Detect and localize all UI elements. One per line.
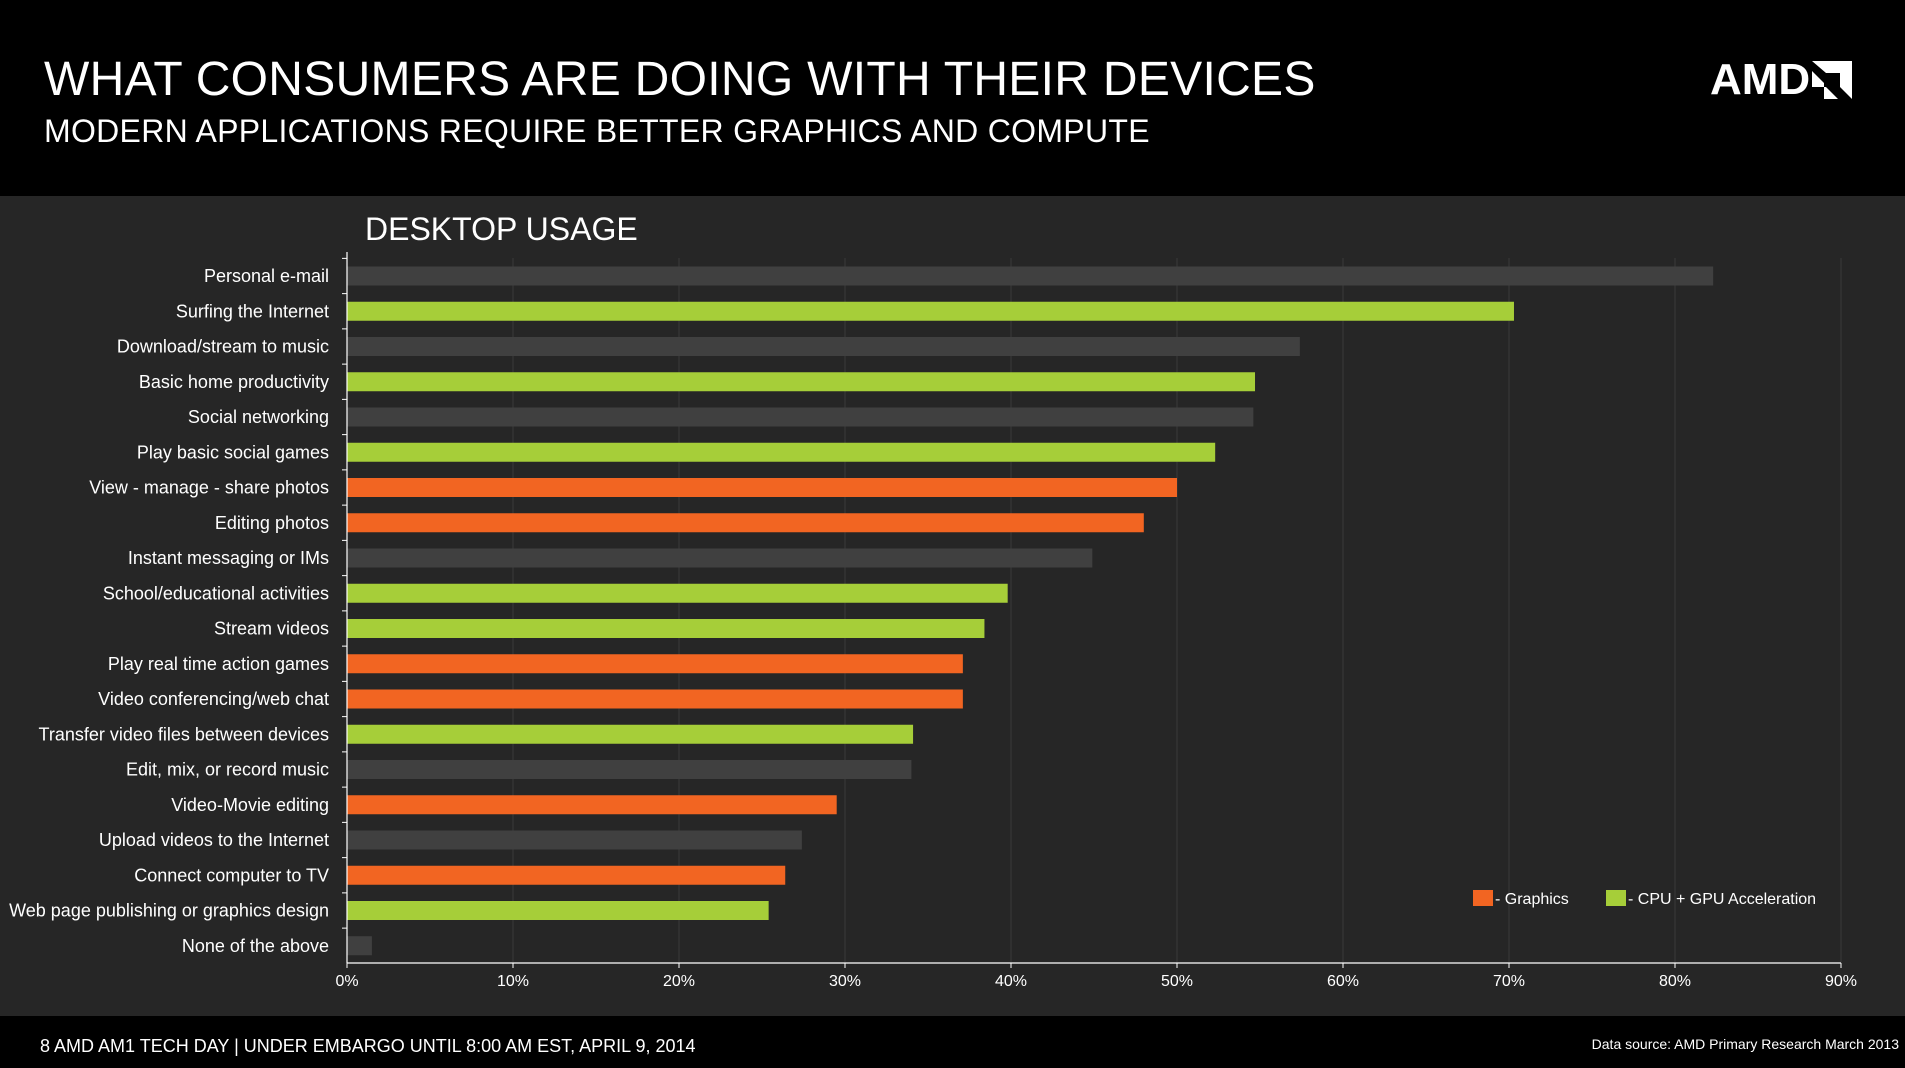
bar-cpu_gpu xyxy=(347,619,985,638)
category-label: Download/stream to music xyxy=(117,337,329,357)
slide-subtitle: MODERN APPLICATIONS REQUIRE BETTER GRAPH… xyxy=(44,113,1150,149)
bar-other xyxy=(347,266,1714,286)
bar-other xyxy=(347,760,912,779)
x-tick-label: 20% xyxy=(663,973,695,990)
bar-cpu_gpu xyxy=(347,442,1216,462)
category-label: Connect computer to TV xyxy=(134,865,329,885)
x-tick-label: 70% xyxy=(1493,973,1525,990)
bar-graphics xyxy=(347,865,786,885)
category-label: Surfing the Internet xyxy=(176,301,329,321)
category-label: None of the above xyxy=(182,936,329,956)
legend-label-graphics: - Graphics xyxy=(1495,891,1569,908)
category-label: Basic home productivity xyxy=(139,372,329,392)
bar-graphics xyxy=(347,689,963,709)
bar-cpu_gpu xyxy=(347,301,1514,321)
slide-header xyxy=(0,0,1905,196)
legend-swatch-graphics xyxy=(1473,890,1493,906)
category-label: Personal e-mail xyxy=(204,266,329,286)
category-label: Stream videos xyxy=(214,619,329,639)
category-label: Transfer video files between devices xyxy=(39,724,329,744)
category-label: Web page publishing or graphics design xyxy=(9,901,329,921)
amd-logo: AMD xyxy=(1710,55,1853,104)
bar-cpu_gpu xyxy=(347,901,769,920)
category-label: Video-Movie editing xyxy=(171,795,329,815)
category-label: Editing photos xyxy=(215,513,329,533)
x-tick-label: 0% xyxy=(335,973,358,990)
footer-source-text: Data source: AMD Primary Research March … xyxy=(1591,1036,1899,1052)
bar-other xyxy=(347,337,1300,356)
bar-cpu_gpu xyxy=(347,724,914,744)
bar-other xyxy=(347,830,802,850)
footer-event-text: 8 AMD AM1 TECH DAY | UNDER EMBARGO UNTIL… xyxy=(40,1036,696,1056)
x-tick-label: 60% xyxy=(1327,973,1359,990)
bar-other xyxy=(347,548,1093,568)
x-tick-label: 50% xyxy=(1161,973,1193,990)
chart-title: DESKTOP USAGE xyxy=(365,211,638,247)
x-tick-label: 80% xyxy=(1659,973,1691,990)
chart-panel xyxy=(0,196,1905,1016)
x-tick-label: 40% xyxy=(995,973,1027,990)
category-label: Upload videos to the Internet xyxy=(99,830,329,850)
bar-cpu_gpu xyxy=(347,372,1256,392)
x-tick-label: 10% xyxy=(497,973,529,990)
logo-text: AMD xyxy=(1710,55,1811,104)
bar-graphics xyxy=(347,654,963,674)
category-label: Video conferencing/web chat xyxy=(98,689,329,709)
x-tick-label: 90% xyxy=(1825,973,1857,990)
bar-cpu_gpu xyxy=(347,583,1008,603)
category-label: School/educational activities xyxy=(103,583,329,603)
bar-other xyxy=(347,936,372,956)
category-label: Play real time action games xyxy=(108,654,329,674)
category-label: Social networking xyxy=(188,407,329,427)
bar-graphics xyxy=(347,478,1177,497)
bar-other xyxy=(347,407,1254,427)
legend-swatch-cpu_gpu xyxy=(1606,890,1626,906)
category-label: Instant messaging or IMs xyxy=(128,548,329,568)
legend-label-cpu_gpu: - CPU + GPU Acceleration xyxy=(1628,891,1816,908)
category-label: View - manage - share photos xyxy=(89,478,329,498)
category-label: Play basic social games xyxy=(137,442,329,462)
amd-arrow-icon xyxy=(1812,61,1853,99)
bar-graphics xyxy=(347,513,1144,533)
x-tick-label: 30% xyxy=(829,973,861,990)
desktop-usage-chart: DESKTOP USAGE Personal e-mail Surfing the … xyxy=(9,211,1857,990)
slide-title: WHAT CONSUMERS ARE DOING WITH THEIR DEVI… xyxy=(44,53,1316,106)
category-label: Edit, mix, or record music xyxy=(126,760,329,780)
slide-footer xyxy=(0,1016,1905,1068)
bar-graphics xyxy=(347,795,837,815)
